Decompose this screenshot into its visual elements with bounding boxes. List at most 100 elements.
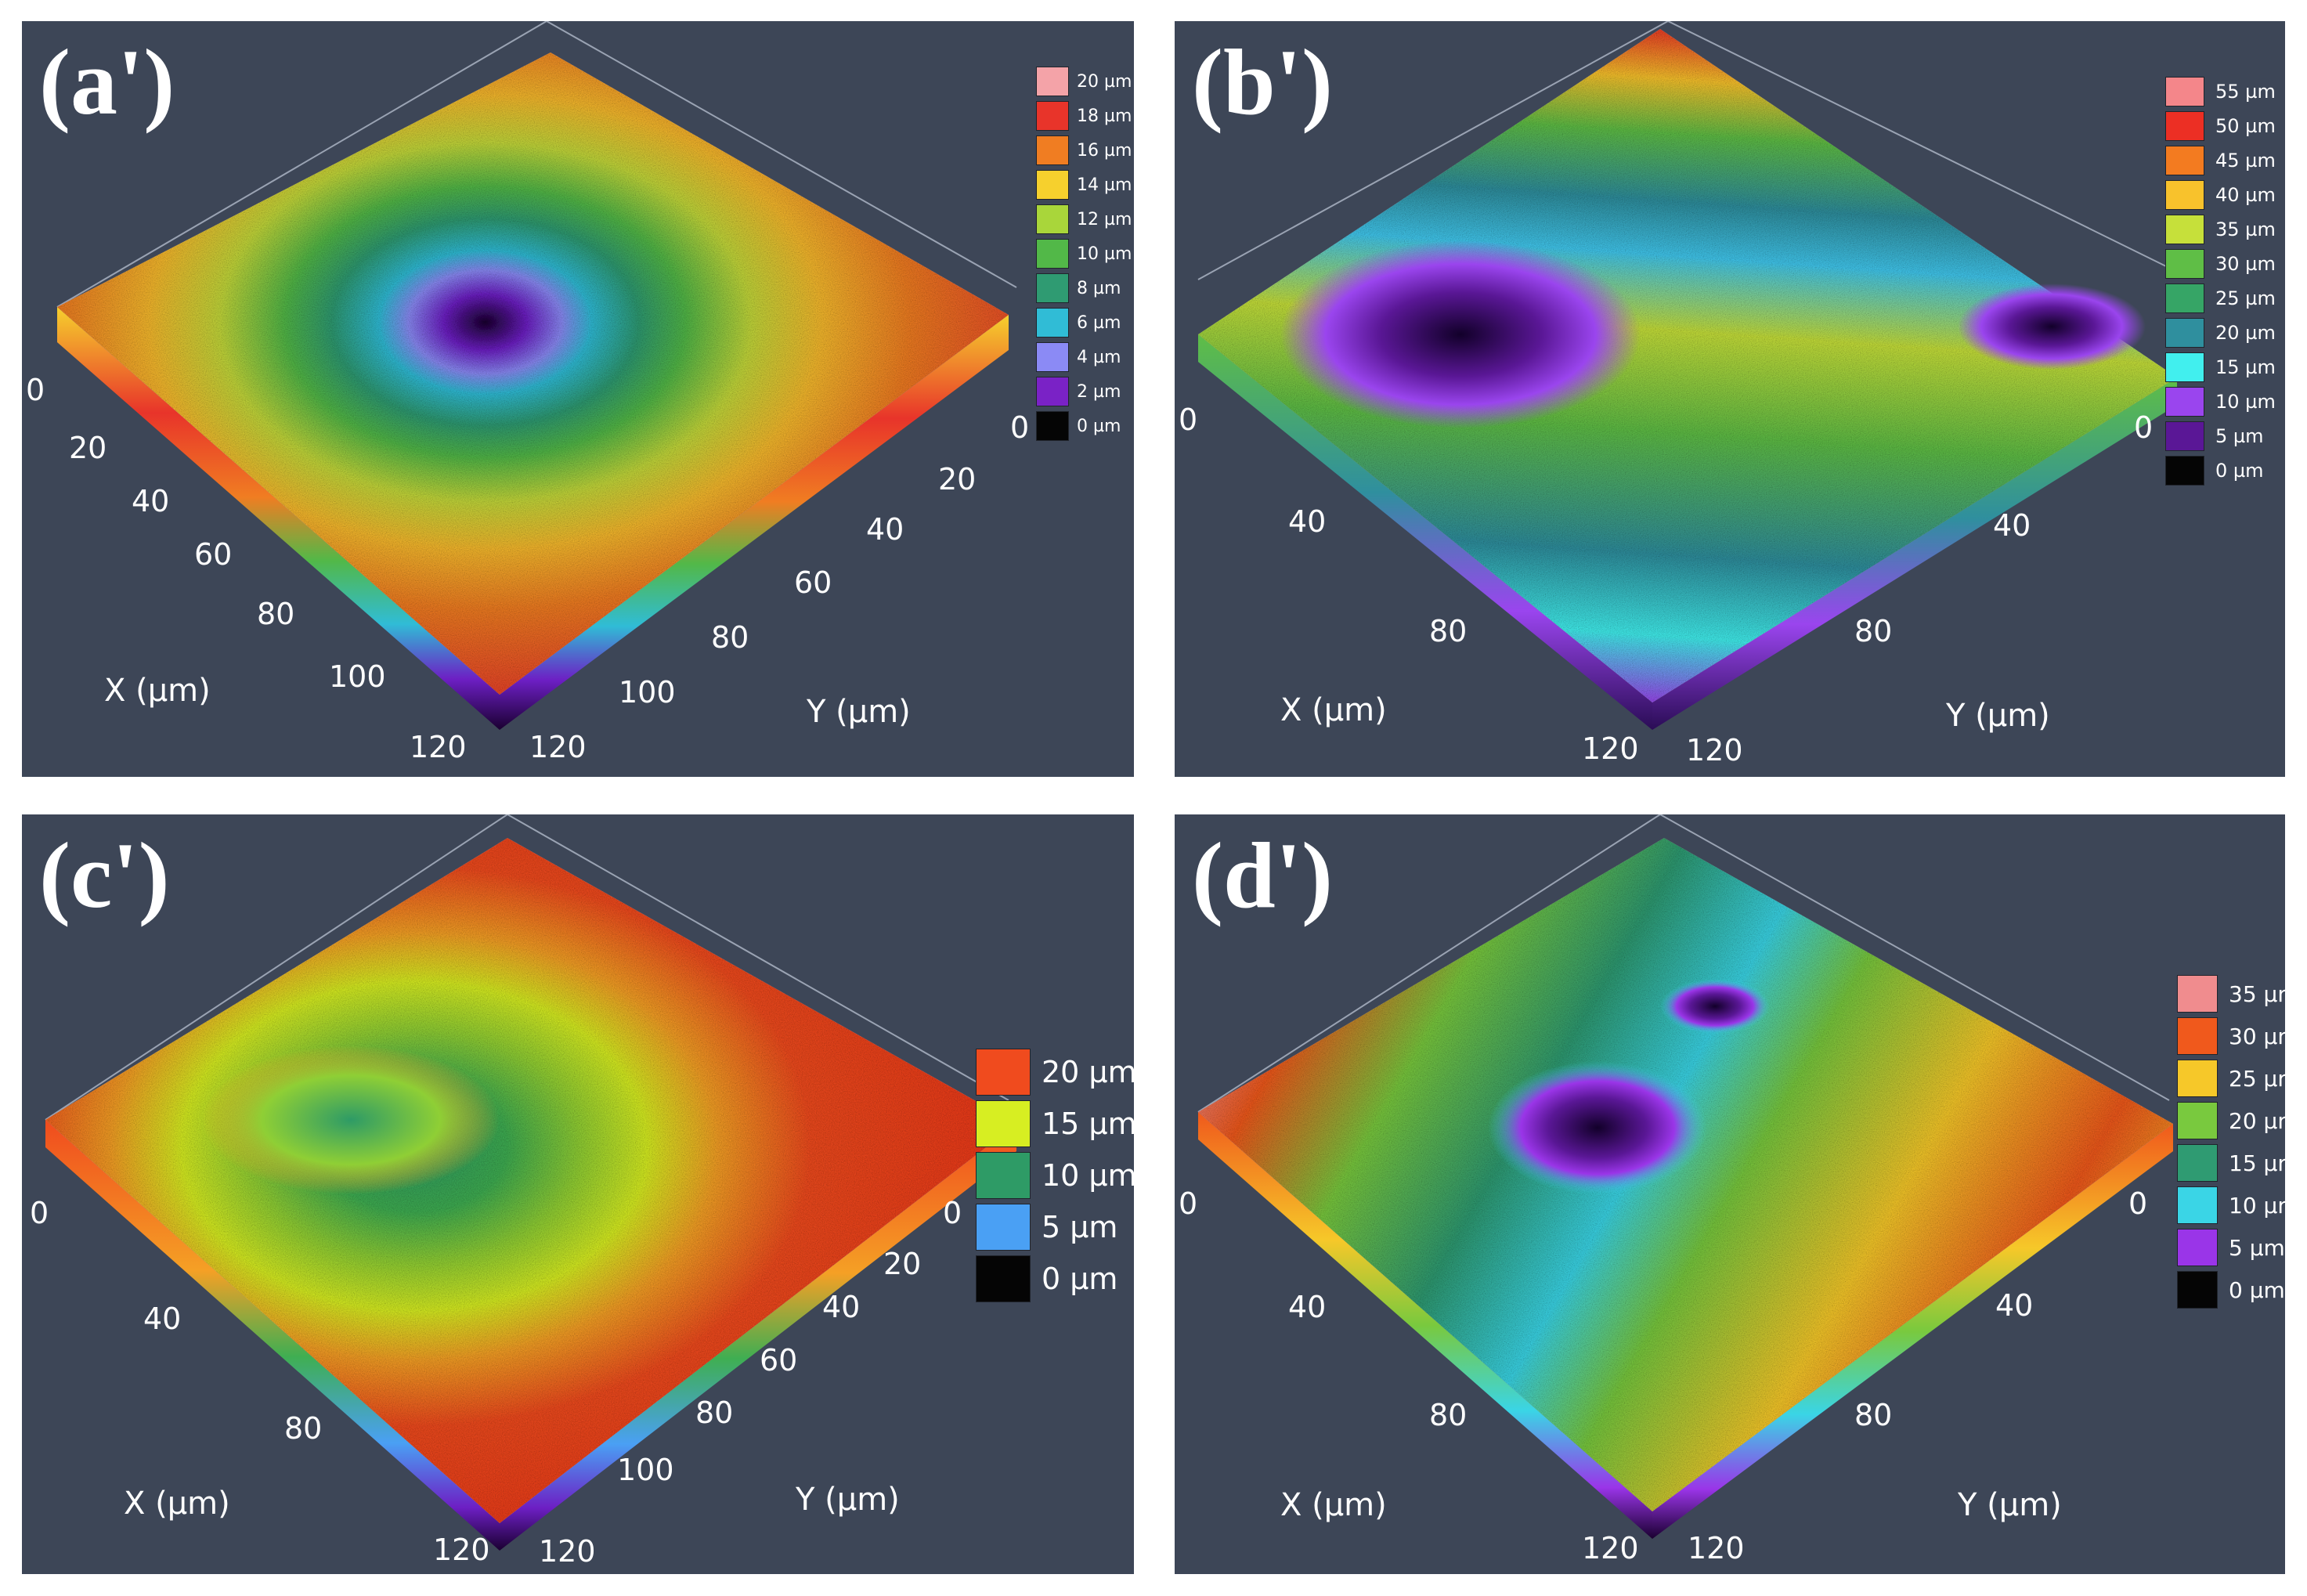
legend-label: 25 µm [2229,1065,2285,1092]
legend-swatch [1036,67,1069,96]
legend-label: 20 µm [2215,322,2276,344]
legend-row: 30 µm [2177,1015,2285,1057]
y-tick: 120 [1688,1531,1745,1565]
panel-label: (a') [39,30,175,134]
x-axis-title: X (µm) [124,1486,230,1522]
side-wall-left-d [1198,1112,1652,1539]
legend-row: 0 µm [2177,1269,2285,1311]
legend-label: 45 µm [2215,150,2276,172]
x-tick: 40 [143,1302,182,1336]
y-tick: 20 [938,462,977,496]
legend-swatch [1036,135,1069,165]
surface-a [57,52,1009,695]
legend-label: 4 µm [1077,347,1121,367]
legend-row: 0 µm [976,1253,1134,1305]
panel-d: (d') 0 40 80 120 X (µm) 0 40 80 120 Y (µ… [1175,814,2285,1574]
legend-label: 5 µm [2215,425,2264,447]
legend-swatch [2165,180,2204,210]
surface-plot-b [1197,21,2177,730]
legend-swatch [1036,101,1069,131]
pit-b [1280,240,1641,428]
legend-row: 55 µm [2165,74,2276,109]
legend-swatch [976,1100,1031,1147]
y-tick: 0 [2134,410,2154,445]
legend-row: 10 µm [2165,385,2276,419]
legend-swatch [1036,239,1069,269]
y-tick: 40 [866,512,904,547]
legend-label: 18 µm [1077,106,1132,126]
legend-label: 35 µm [2215,218,2276,240]
legend-row: 8 µm [1036,271,1132,305]
legend-row: 4 µm [1036,340,1132,374]
surface-c [45,838,1016,1523]
legend-row: 2 µm [1036,374,1132,409]
legend-swatch [976,1204,1031,1251]
panel-label: (d') [1192,823,1333,927]
x-tick: 120 [410,730,467,764]
x-tick: 40 [132,484,170,518]
pit-c [202,1045,500,1194]
legend-swatch [2177,975,2218,1013]
legend-swatch [2165,77,2204,107]
x-tick: 80 [1429,614,1468,648]
legend-label: 55 µm [2215,81,2276,103]
bounding-box-d [1197,814,2170,1113]
legend-swatch [2165,111,2204,141]
legend-label: 20 µm [1042,1055,1134,1089]
y-tick: 0 [1010,410,1030,445]
legend-row: 25 µm [2177,1057,2285,1100]
surface-plot-c [45,814,1016,1551]
color-legend-d: 35 µm 30 µm 25 µm 20 µm 15 µm 10 µm 5 µm… [2177,973,2285,1311]
legend-label: 5 µm [1042,1210,1118,1244]
x-tick: 40 [1288,1290,1327,1324]
panel-label: (c') [39,823,170,927]
legend-label: 0 µm [1042,1262,1118,1296]
legend-swatch [2177,1144,2218,1182]
legend-swatch [1036,411,1069,441]
legend-row: 5 µm [2165,419,2276,453]
legend-label: 6 µm [1077,312,1121,333]
surface-d [1198,838,2173,1511]
legend-swatch [976,1049,1031,1096]
legend-label: 50 µm [2215,115,2276,137]
legend-row: 12 µm [1036,202,1132,237]
side-wall-right-b [1652,377,2177,730]
legend-row: 15 µm [2165,350,2276,385]
legend-label: 15 µm [2229,1150,2285,1176]
y-tick: 20 [883,1247,922,1281]
x-tick: 0 [1179,403,1198,437]
x-tick: 40 [1288,504,1327,539]
legend-row: 50 µm [2165,109,2276,143]
x-tick: 0 [1179,1186,1198,1221]
legend-swatch [2177,1271,2218,1309]
legend-swatch [2177,1229,2218,1266]
legend-swatch [2165,318,2204,348]
legend-row: 25 µm [2165,281,2276,316]
side-wall-right-a [500,315,1009,730]
legend-row: 18 µm [1036,99,1132,133]
legend-label: 16 µm [1077,140,1132,161]
legend-swatch [2165,215,2204,244]
legend-row: 16 µm [1036,133,1132,168]
surface-plot-a [56,21,1017,730]
x-tick: 100 [329,659,386,694]
legend-row: 10 µm [976,1150,1134,1201]
panel-label: (b') [1192,30,1333,134]
legend-swatch [2177,1017,2218,1055]
side-wall-left-b [1198,334,1652,730]
x-axis-title: X (µm) [1280,1487,1387,1523]
legend-swatch [2165,283,2204,313]
legend-swatch [2177,1102,2218,1139]
y-axis-title: Y (µm) [1946,698,2050,734]
color-legend-b: 55 µm 50 µm 45 µm 40 µm 35 µm 30 µm 25 µ… [2165,74,2276,488]
legend-row: 5 µm [976,1201,1134,1253]
x-tick: 20 [69,431,107,465]
legend-swatch [2165,456,2204,486]
legend-row: 10 µm [2177,1184,2285,1226]
legend-label: 2 µm [1077,381,1121,402]
y-axis-title: Y (µm) [796,1482,900,1518]
legend-swatch [2165,387,2204,417]
y-tick: 40 [1995,1288,2034,1323]
y-tick: 0 [2128,1186,2148,1221]
legend-swatch [2177,1060,2218,1097]
